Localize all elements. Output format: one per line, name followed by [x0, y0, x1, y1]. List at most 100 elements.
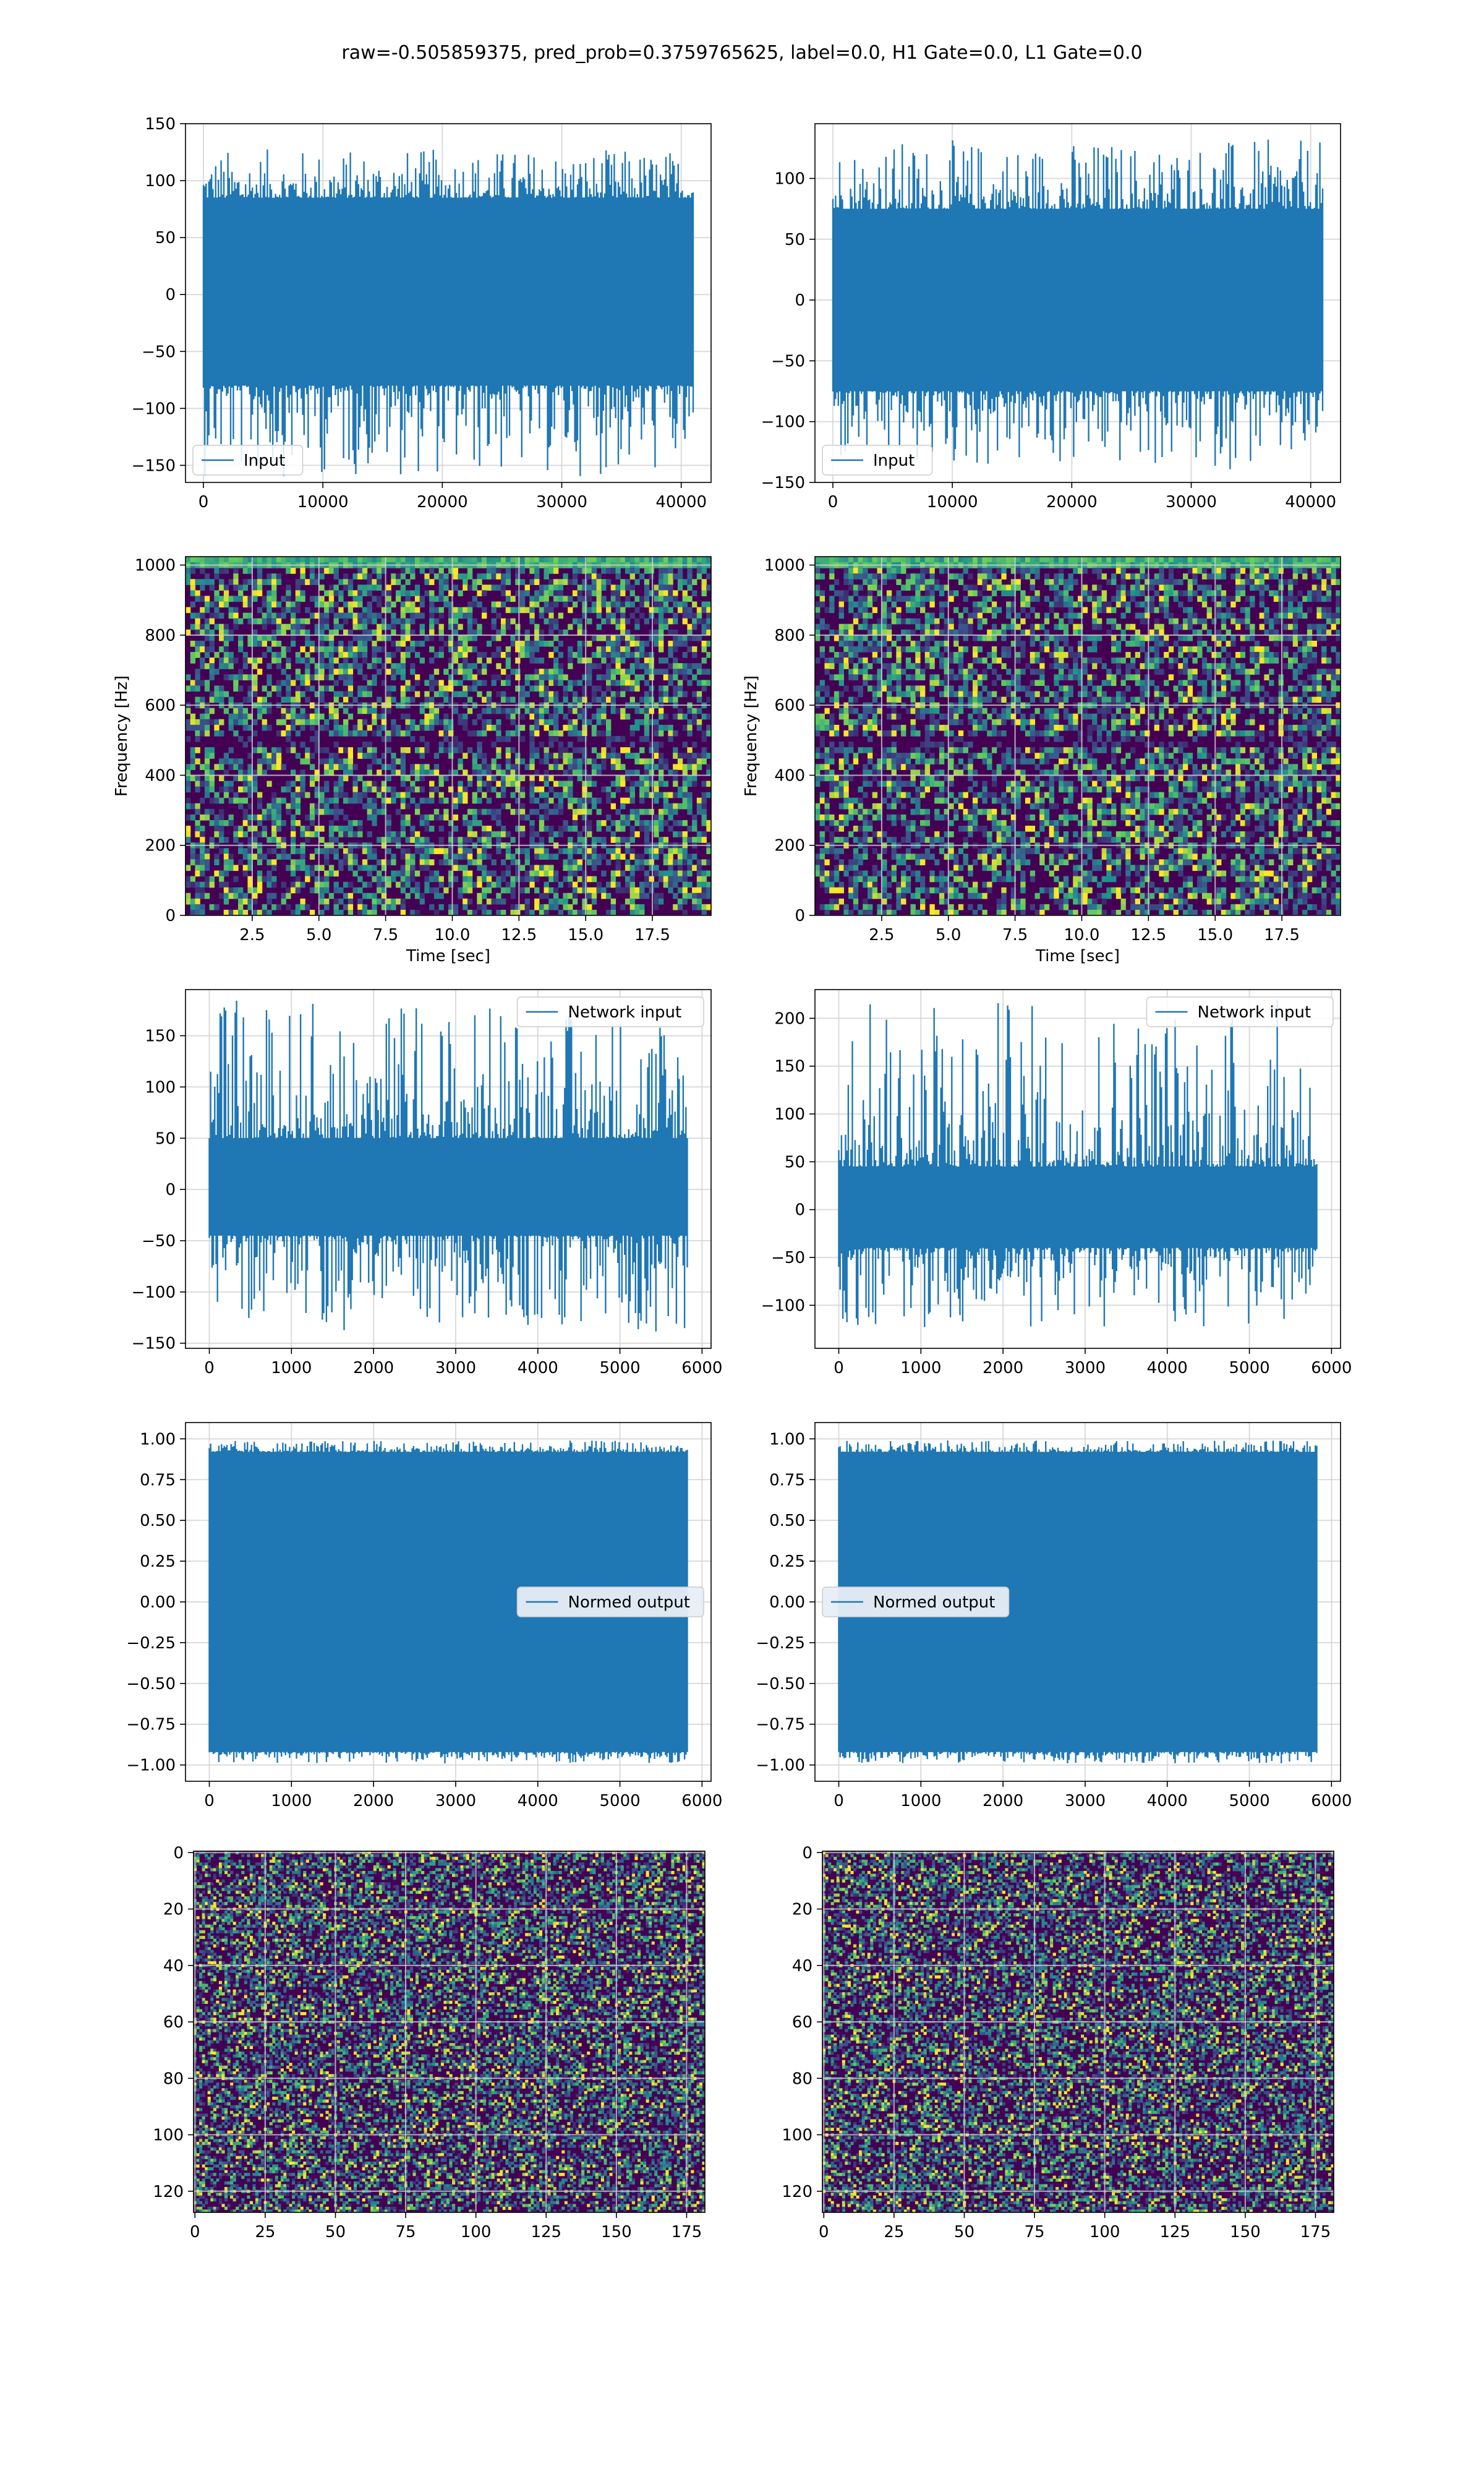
- chart-row1-right: 0 10000 20000 30000 40000 −150 −100 −50 0 50 100 In…: [761, 123, 1341, 511]
- y-tick-label: 0: [795, 1201, 805, 1220]
- tick-labels: 2.5 5.0 7.5 10.0 12.5 15.0 17.5 0 200 400 600 800 10…: [764, 557, 1300, 944]
- tick-labels: 0 1000 2000 3000 4000 5000 6000 −1.00 −0.75 −0.50…: [756, 1430, 1352, 1810]
- x-tick-label: 3000: [435, 1359, 476, 1377]
- legend-label: Normed output: [568, 1593, 690, 1612]
- legend-box: [516, 996, 704, 1027]
- legend-box: [822, 445, 933, 476]
- heatmap-cells: [822, 1851, 1334, 2212]
- x-tick-label: 10000: [297, 493, 349, 511]
- legend: Normed output: [516, 1586, 704, 1617]
- x-tick-label: 7.5: [373, 926, 398, 944]
- chart-row5-left: 0 25 50 75 100 125 150 175 0 20 40 60 80 100 120: [153, 1844, 706, 2241]
- y-tick-label: −0.75: [126, 1716, 176, 1734]
- x-tick-label: 75: [396, 2223, 416, 2241]
- legend-box: [516, 1586, 704, 1617]
- heatmap-cells: [815, 557, 1341, 915]
- y-tick-label: 120: [782, 2183, 812, 2201]
- legend-label: Network input: [1198, 1003, 1311, 1022]
- signal-envelope: [202, 149, 694, 476]
- grid-lines: [194, 1851, 705, 2212]
- y-tick-label: 0.00: [140, 1593, 176, 1612]
- y-tick-label: −1.00: [126, 1757, 176, 1775]
- series-line: [838, 999, 1318, 1327]
- grid-lines: [186, 557, 711, 916]
- legend-label: Input: [873, 452, 915, 470]
- y-tick-label: 600: [774, 696, 805, 715]
- y-tick-label: 1000: [135, 557, 176, 575]
- tick-labels: 0 1000 2000 3000 4000 5000 6000 −100 −50 0 50 100 15…: [761, 1009, 1352, 1377]
- chart-row3-left: 0 1000 2000 3000 4000 5000 6000 −150 −100 −50 0 50 1…: [132, 989, 722, 1377]
- x-tick-label: 7.5: [1002, 926, 1028, 944]
- x-tick-label: 175: [1300, 2223, 1331, 2241]
- x-tick-label: 2.5: [239, 926, 265, 944]
- axes-frame: [193, 1851, 706, 2213]
- axes-frame: [814, 556, 1341, 916]
- y-tick-label: 100: [145, 1078, 176, 1097]
- chart-row2-left: 2.5 5.0 7.5 10.0 12.5 15.0 17.5 0 200 400 600 800 10…: [113, 556, 712, 965]
- y-tick-label: 800: [145, 627, 176, 645]
- x-tick-label: 2.5: [869, 926, 894, 944]
- y-tick-label: −50: [142, 1232, 176, 1251]
- heatmap-cells: [194, 1851, 705, 2212]
- y-tick-label: −100: [761, 413, 805, 432]
- x-tick-label: 10000: [927, 493, 978, 511]
- y-tick-label: 0.50: [769, 1512, 805, 1530]
- x-tick-label: 10.0: [435, 926, 471, 944]
- x-tick-label: 0: [828, 493, 838, 511]
- x-tick-label: 1000: [900, 1359, 941, 1377]
- x-tick-label: 30000: [1166, 493, 1217, 511]
- y-tick-label: 0: [165, 1181, 176, 1199]
- y-tick-label: 0: [795, 907, 805, 925]
- tick-labels: 2.5 5.0 7.5 10.0 12.5 15.0 17.5 0 200 400 600 800 10…: [135, 557, 670, 944]
- x-tick-label: 5000: [599, 1792, 640, 1810]
- axes-frame: [814, 989, 1341, 1349]
- y-tick-label: −0.50: [756, 1675, 805, 1693]
- legend: Normed output: [822, 1586, 1010, 1617]
- y-tick-label: 150: [145, 115, 176, 134]
- chart-row4-right: 0 1000 2000 3000 4000 5000 6000 −1.00 −0.75 −0.50…: [756, 1422, 1352, 1810]
- series-line: [202, 149, 694, 476]
- legend-label: Input: [244, 452, 285, 470]
- y-tick-label: 50: [155, 229, 176, 247]
- signal-envelope: [208, 1000, 688, 1332]
- x-axis-label: Time [sec]: [1035, 947, 1120, 965]
- y-tick-label: −100: [132, 400, 176, 418]
- x-tick-label: 15.0: [568, 926, 603, 944]
- x-tick-label: 20000: [1046, 493, 1098, 511]
- chart-row3-right: 0 1000 2000 3000 4000 5000 6000 −100 −50 0 50 100 15…: [761, 989, 1352, 1377]
- axes-frame: [814, 123, 1341, 483]
- x-tick-label: 0: [834, 1792, 844, 1810]
- y-tick-label: −50: [771, 1249, 805, 1267]
- chart-row4-left: 0 1000 2000 3000 4000 5000 6000 −1.00 −0.75 −0.50…: [126, 1422, 722, 1810]
- x-tick-label: 10.0: [1064, 926, 1100, 944]
- y-tick-label: 0: [173, 1844, 184, 1862]
- x-tick-label: 5.0: [936, 926, 961, 944]
- x-tick-label: 40000: [1285, 493, 1336, 511]
- y-tick-label: 0.75: [140, 1471, 176, 1489]
- x-tick-label: 150: [1230, 2223, 1261, 2241]
- figure-title: raw=-0.505859375, pred_prob=0.3759765625…: [0, 42, 1484, 64]
- y-tick-label: 200: [774, 1009, 805, 1028]
- y-tick-label: −50: [142, 343, 176, 361]
- x-tick-label: 12.5: [501, 926, 537, 944]
- legend: Input: [192, 445, 304, 476]
- y-tick-label: 200: [145, 837, 176, 855]
- y-tick-label: 100: [145, 172, 176, 190]
- legend-box: [822, 1586, 1010, 1617]
- x-tick-label: 0: [204, 1359, 215, 1377]
- x-tick-label: 5.0: [306, 926, 331, 944]
- x-tick-label: 50: [325, 2223, 346, 2241]
- x-tick-label: 100: [1090, 2223, 1120, 2241]
- x-tick-label: 100: [461, 2223, 492, 2241]
- y-tick-label: −150: [132, 456, 176, 475]
- legend-label: Network input: [568, 1003, 682, 1022]
- y-tick-label: 20: [792, 1901, 812, 1919]
- x-tick-label: 17.5: [634, 926, 670, 944]
- y-tick-label: 60: [163, 2013, 184, 2032]
- x-tick-label: 2000: [983, 1792, 1023, 1810]
- x-tick-label: 2000: [353, 1359, 394, 1377]
- y-tick-label: 20: [163, 1901, 184, 1919]
- x-tick-label: 125: [531, 2223, 561, 2241]
- x-tick-label: 3000: [1065, 1359, 1106, 1377]
- y-tick-label: 50: [785, 1153, 805, 1171]
